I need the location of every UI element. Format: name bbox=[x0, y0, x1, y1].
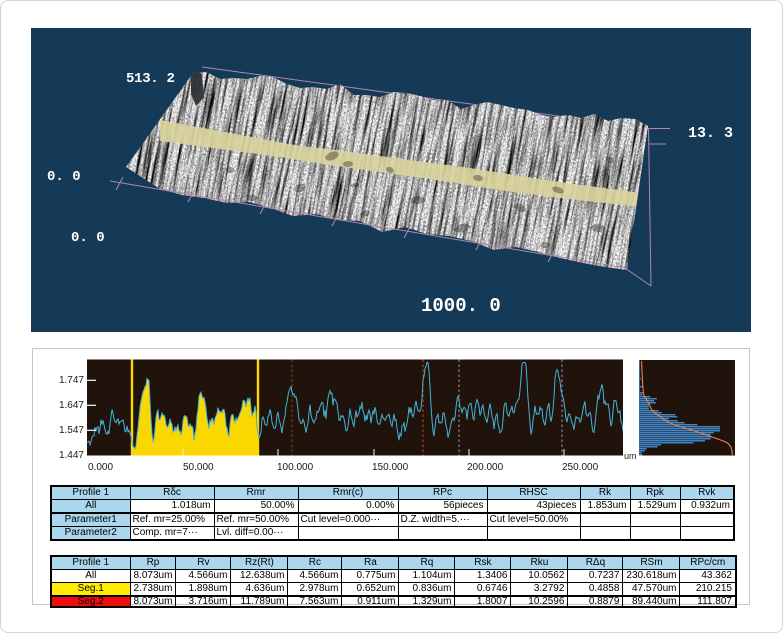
svg-text:513. 2: 513. 2 bbox=[126, 71, 175, 87]
svg-text:0. 0: 0. 0 bbox=[71, 230, 105, 246]
svg-text:0. 0: 0. 0 bbox=[47, 169, 81, 185]
svg-text:1000. 0: 1000. 0 bbox=[421, 295, 501, 317]
svg-text:13. 3: 13. 3 bbox=[688, 125, 733, 142]
